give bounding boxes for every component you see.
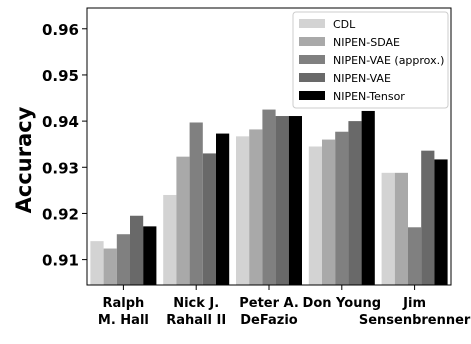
bar	[236, 136, 250, 285]
legend-swatch	[299, 91, 325, 100]
bar	[262, 109, 276, 285]
y-axis-label: Accuracy	[12, 106, 36, 213]
y-tick-label: 0.95	[42, 67, 79, 85]
x-tick-label: Don Young	[303, 296, 381, 311]
y-tick-label: 0.96	[42, 21, 79, 39]
y-tick-label: 0.94	[42, 113, 79, 131]
ticks-layer: 0.91 0.92 0.93 0.94 0.95 0.96 Ralph M. Hall Nick…	[42, 21, 471, 328]
bar	[348, 121, 362, 285]
bar	[408, 227, 422, 285]
bar	[434, 159, 448, 285]
x-tick-label: Rahall II	[166, 313, 226, 328]
bar	[189, 122, 203, 286]
x-tick-label: M. Hall	[98, 313, 149, 328]
y-tick-label: 0.93	[42, 159, 79, 177]
bar	[275, 116, 289, 285]
legend-label: NIPEN-SDAE	[333, 36, 400, 49]
legend-label: CDL	[333, 18, 356, 31]
x-tick-label: Nick J.	[173, 296, 219, 311]
y-tick-label: 0.91	[42, 252, 79, 270]
bar	[394, 172, 408, 285]
x-tick-label: DeFazio	[240, 313, 298, 328]
legend: CDL NIPEN-SDAE NIPEN-VAE (approx.) NIPEN-VA…	[292, 11, 449, 109]
bar	[216, 133, 230, 285]
bar	[116, 234, 130, 285]
legend-swatch	[299, 55, 325, 64]
x-tick-label: Sensenbrenner	[359, 313, 471, 328]
bar	[103, 248, 117, 285]
bar	[421, 150, 435, 285]
x-tick-label: Jim	[402, 296, 426, 311]
bar	[249, 129, 263, 285]
bar	[143, 226, 157, 285]
legend-label: NIPEN-VAE	[333, 72, 391, 85]
legend-swatch	[299, 19, 325, 28]
x-tick-label: Peter A.	[239, 296, 299, 311]
legend-swatch	[299, 73, 325, 82]
legend-label: NIPEN-Tensor	[333, 90, 405, 103]
bar	[163, 194, 177, 285]
bar	[322, 139, 336, 285]
bar	[288, 116, 302, 285]
legend-label: NIPEN-VAE (approx.)	[333, 54, 444, 67]
x-tick-label: Ralph	[102, 296, 144, 311]
bar	[202, 153, 216, 285]
y-tick-label: 0.92	[42, 205, 79, 223]
legend-swatch	[299, 37, 325, 46]
legend-box	[292, 11, 449, 109]
bar	[130, 215, 144, 285]
bars-layer	[90, 109, 448, 286]
bar	[381, 172, 395, 285]
bar	[176, 156, 190, 285]
bar	[335, 131, 349, 285]
bar	[361, 110, 375, 285]
bar	[308, 146, 322, 285]
bar	[90, 241, 104, 285]
